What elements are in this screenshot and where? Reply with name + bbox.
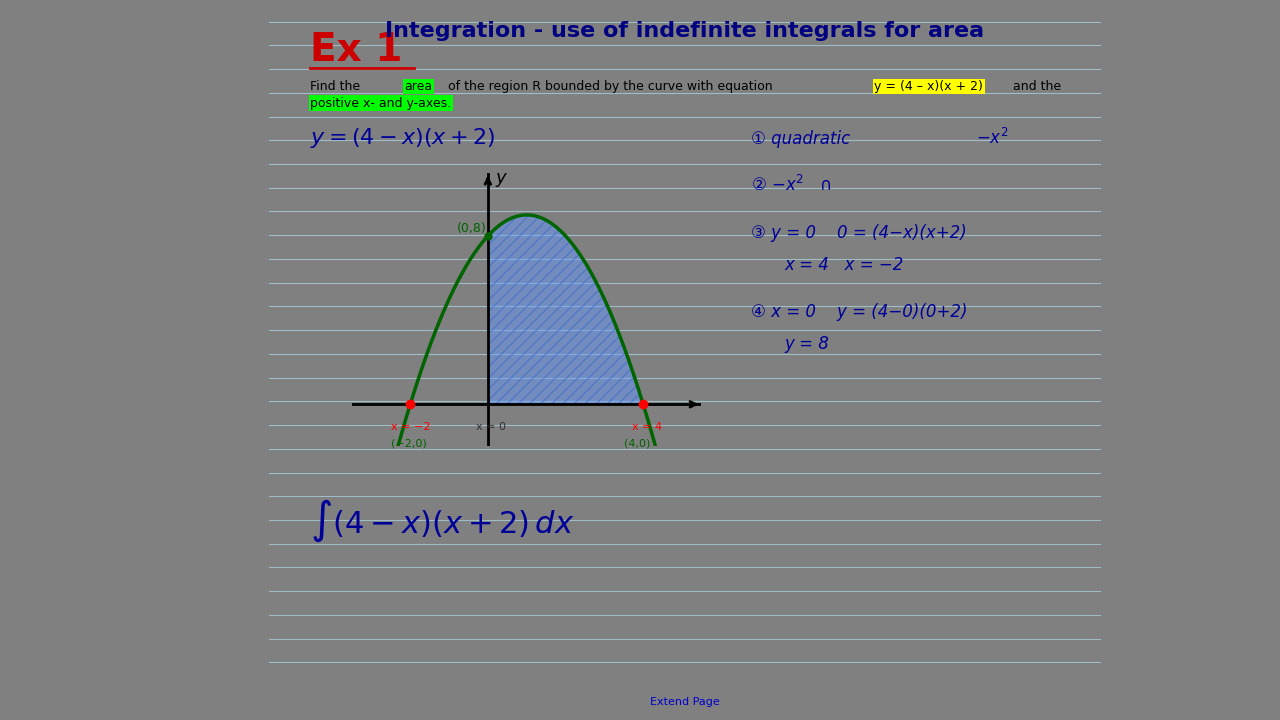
Text: x = 0: x = 0 — [476, 422, 507, 431]
Text: of the region R bounded by the curve with equation: of the region R bounded by the curve wit… — [444, 80, 776, 93]
Text: ④ x = 0    y = (4−0)(0+2): ④ x = 0 y = (4−0)(0+2) — [751, 303, 968, 321]
Text: Find the: Find the — [311, 80, 365, 93]
Text: $\int (4-x)(x+2)\,dx$: $\int (4-x)(x+2)\,dx$ — [311, 498, 575, 544]
Text: $-x^2$: $-x^2$ — [977, 128, 1009, 148]
Text: x = −2: x = −2 — [390, 422, 430, 431]
Text: $y = (4-x)(x+2)$: $y = (4-x)(x+2)$ — [311, 126, 495, 150]
Text: area: area — [404, 80, 433, 93]
Text: Extend Page: Extend Page — [650, 697, 719, 707]
Text: y = (4 – x)(x + 2): y = (4 – x)(x + 2) — [874, 80, 983, 93]
Text: and the: and the — [1009, 80, 1061, 93]
Text: y = 8: y = 8 — [785, 336, 829, 354]
Text: ② $-x^2$   ∩: ② $-x^2$ ∩ — [751, 175, 832, 195]
Text: ① quadratic: ① quadratic — [751, 130, 851, 148]
Text: (−2,0): (−2,0) — [390, 438, 426, 449]
Text: x = 4   x = −2: x = 4 x = −2 — [785, 256, 904, 274]
Text: Ex 1: Ex 1 — [311, 31, 403, 69]
Text: ③ y = 0    0 = (4−x)(x+2): ③ y = 0 0 = (4−x)(x+2) — [751, 224, 968, 242]
Text: (4,0): (4,0) — [623, 438, 650, 449]
Text: Integration - use of indefinite integrals for area: Integration - use of indefinite integral… — [385, 21, 984, 40]
Text: positive x- and y-axes.: positive x- and y-axes. — [311, 96, 452, 109]
Text: y: y — [495, 169, 507, 187]
Text: x = 4: x = 4 — [631, 422, 662, 431]
Text: (0,8): (0,8) — [457, 222, 486, 235]
